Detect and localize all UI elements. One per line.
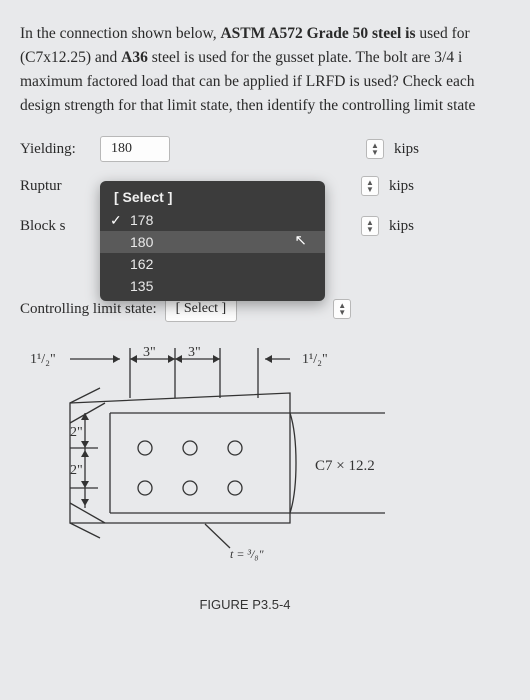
yielding-value: 180 bbox=[111, 141, 132, 157]
controlling-label: Controlling limit state: bbox=[20, 301, 157, 318]
dim-sp1: 3" bbox=[143, 345, 156, 360]
dropdown-option-162[interactable]: 162 bbox=[100, 253, 325, 275]
dim-sp2: 3" bbox=[188, 345, 201, 360]
yielding-unit: kips bbox=[394, 141, 419, 158]
dim-left-margin: 1¹/₂" bbox=[30, 352, 56, 367]
controlling-value: [ Select ] bbox=[176, 301, 227, 317]
q-line1-bold: ASTM A572 Grade 50 steel is bbox=[220, 25, 415, 42]
figure: 1¹/₂" 3" 3" 1¹/₂" bbox=[30, 348, 410, 608]
rupture-spinner[interactable]: ▲▼ bbox=[361, 176, 379, 196]
question-text: In the connection shown below, ASTM A572… bbox=[20, 22, 530, 118]
dim-row-top: 2" bbox=[70, 425, 83, 440]
block-unit: kips bbox=[389, 218, 414, 235]
dropdown-option-178[interactable]: 178 bbox=[100, 209, 325, 231]
rupture-unit: kips bbox=[389, 178, 414, 195]
dropdown-header: [ Select ] bbox=[100, 185, 325, 209]
dropdown-menu[interactable]: [ Select ] 178 180 162 135 ↖ bbox=[100, 181, 325, 301]
controlling-spinner[interactable]: ▲▼ bbox=[333, 299, 351, 319]
cursor-icon: ↖ bbox=[294, 231, 307, 249]
block-spinner[interactable]: ▲▼ bbox=[361, 216, 379, 236]
dim-row-gap: 2" bbox=[70, 463, 83, 478]
q-line2-pre: (C7x12.25) and bbox=[20, 49, 121, 66]
yielding-spinner[interactable]: ▲▼ bbox=[366, 139, 384, 159]
yielding-select[interactable]: 180 bbox=[100, 136, 170, 162]
dim-thickness: t = ³/₈" bbox=[230, 547, 265, 561]
q-line1-post: used for bbox=[415, 25, 469, 42]
q-line4: design strength for that limit state, th… bbox=[20, 97, 475, 114]
figure-caption: FIGURE P3.5-4 bbox=[80, 597, 410, 612]
q-line2-post: steel is used for the gusset plate. The … bbox=[148, 49, 462, 66]
q-line2-bold: A36 bbox=[121, 49, 148, 66]
yielding-label: Yielding: bbox=[20, 141, 100, 158]
figure-svg: 1¹/₂" 3" 3" 1¹/₂" bbox=[30, 348, 410, 588]
rupture-label: Ruptur bbox=[20, 178, 100, 195]
dim-right-margin: 1¹/₂" bbox=[302, 352, 328, 367]
dropdown-option-135[interactable]: 135 bbox=[100, 275, 325, 297]
q-line1-pre: In the connection shown below, bbox=[20, 25, 220, 42]
yielding-row: Yielding: 180 ▲▼ kips bbox=[20, 136, 530, 162]
block-label: Block s bbox=[20, 218, 100, 235]
dropdown-option-180[interactable]: 180 bbox=[100, 231, 325, 253]
beam-label: C7 × 12.2 bbox=[315, 458, 375, 474]
q-line3: maximum factored load that can be applie… bbox=[20, 73, 475, 90]
